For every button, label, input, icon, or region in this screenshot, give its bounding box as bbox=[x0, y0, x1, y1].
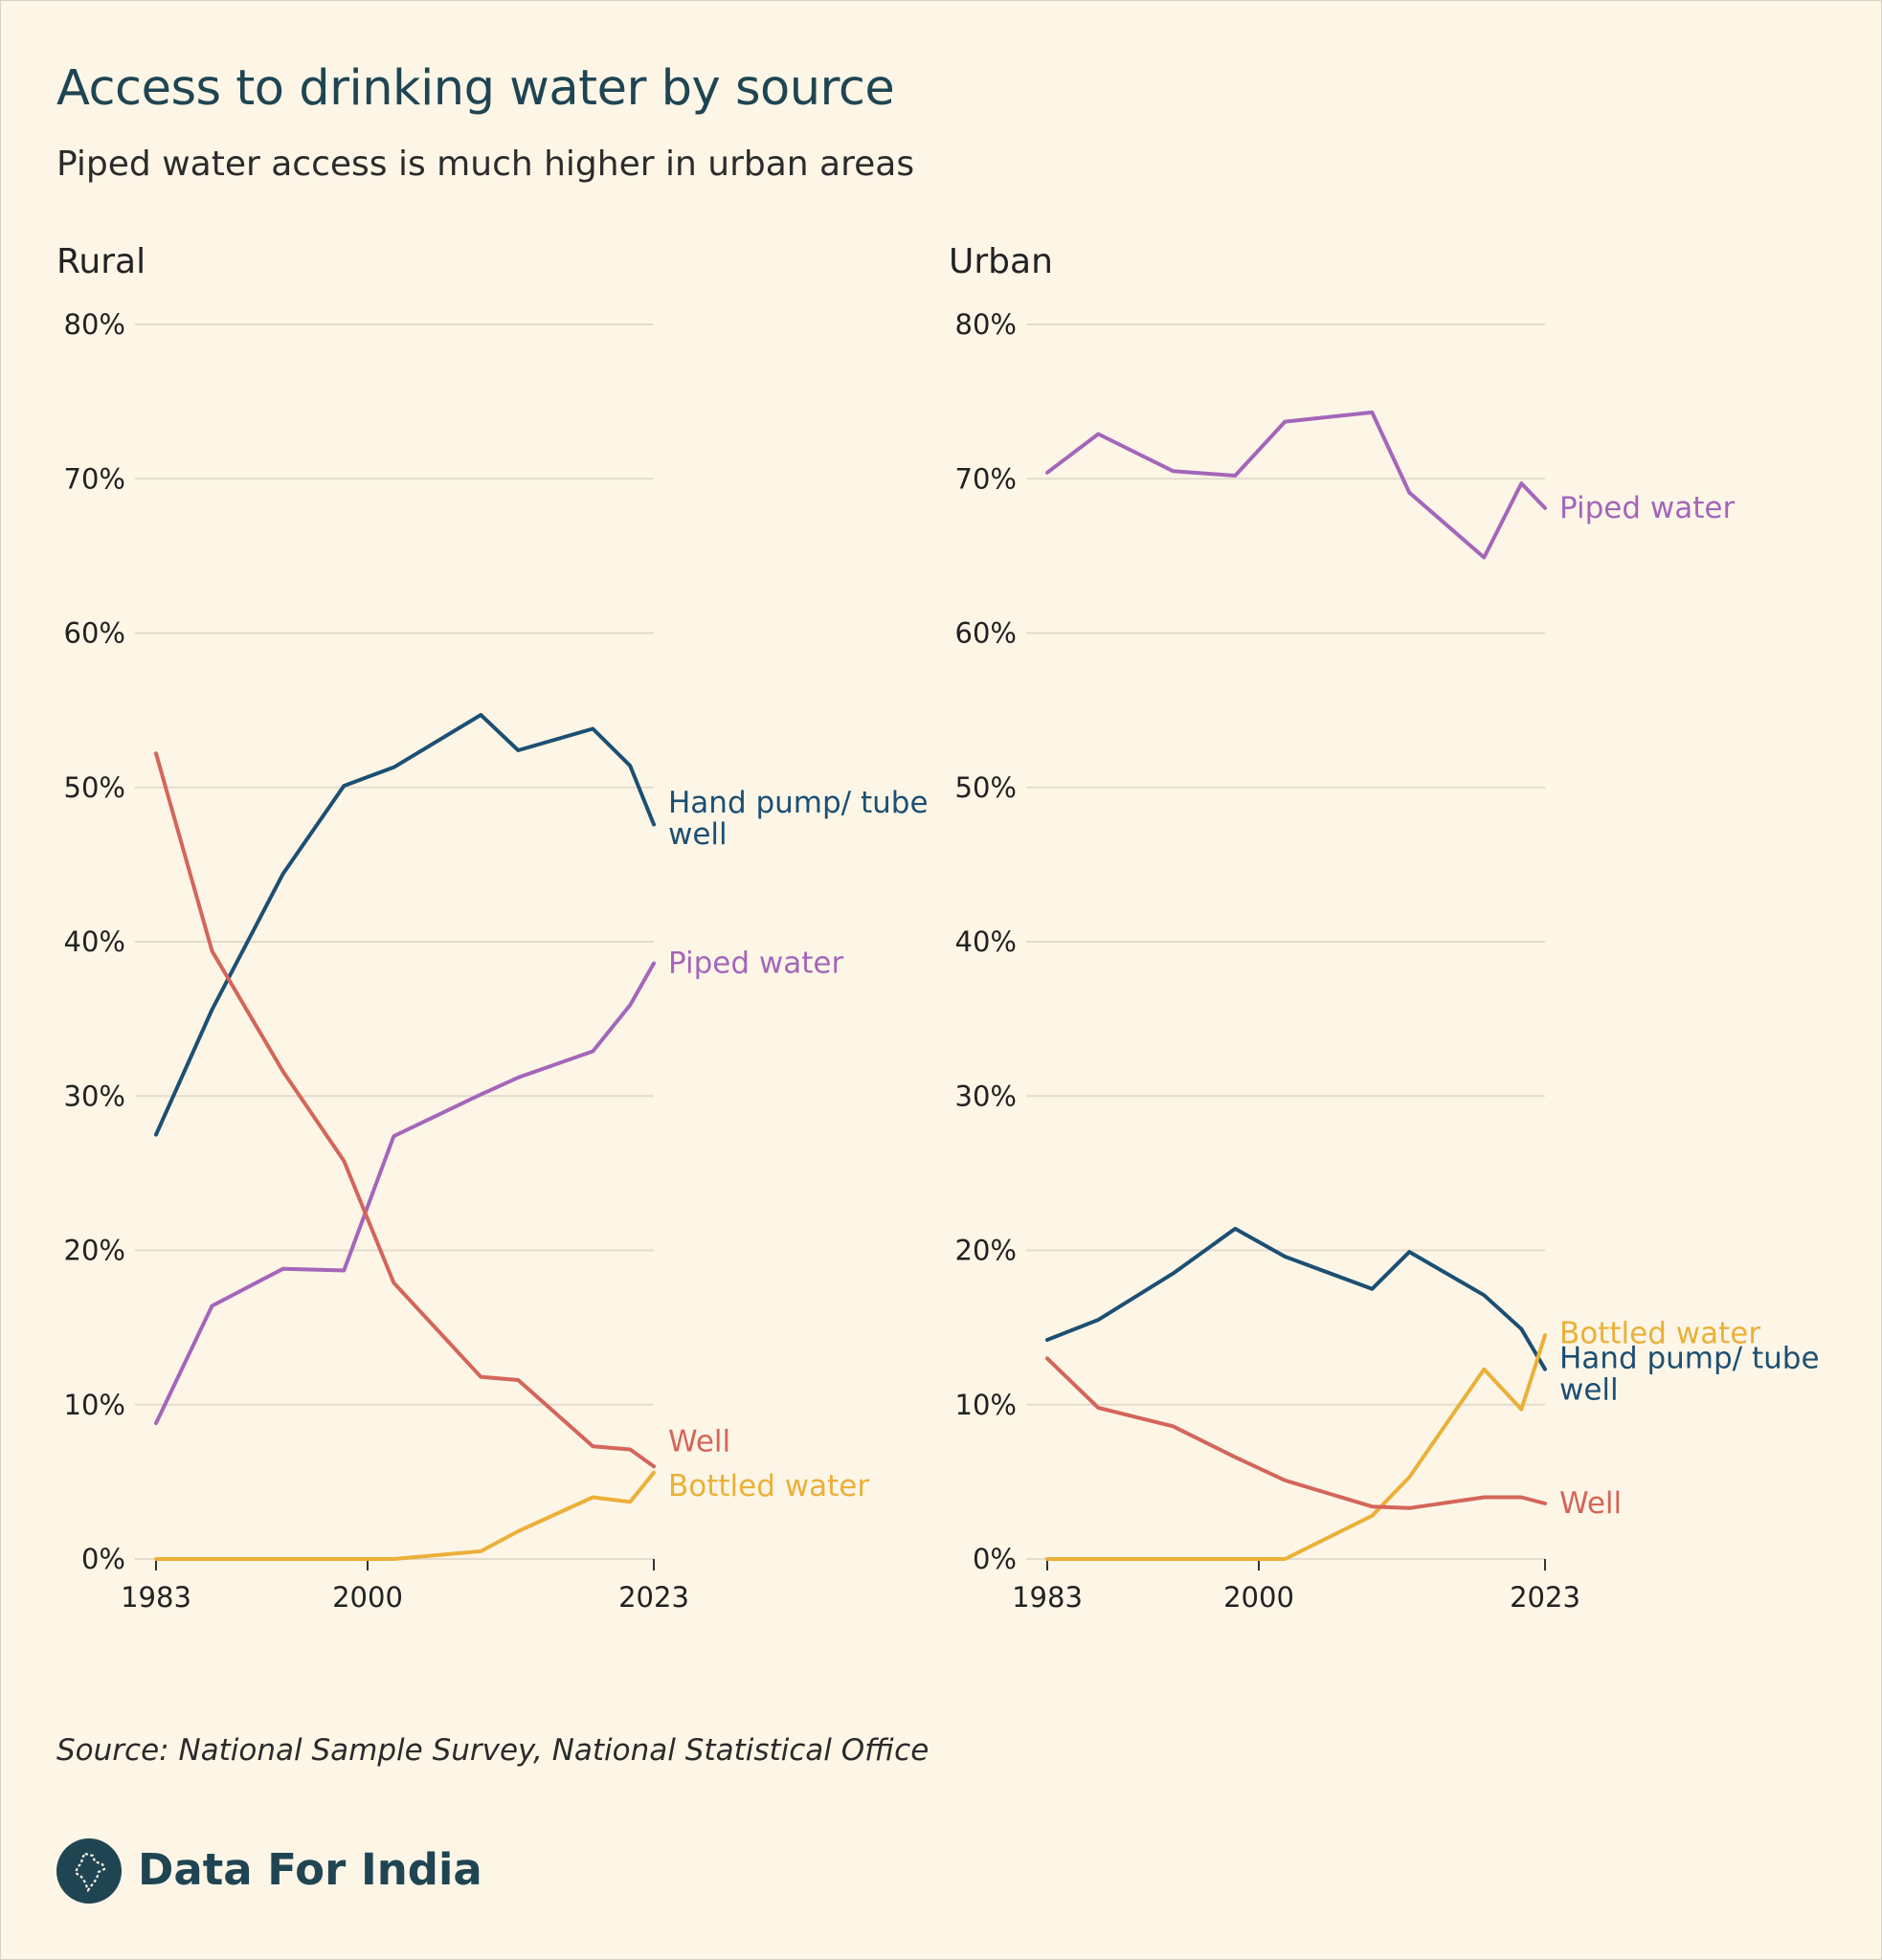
rural-y-tick-label: 30% bbox=[64, 1080, 125, 1112]
urban-y-tick-label: 30% bbox=[955, 1080, 1017, 1112]
urban-series-label-well: Well bbox=[1559, 1486, 1622, 1521]
panel-title-rural: Rural bbox=[56, 242, 146, 281]
urban-y-tick-label: 0% bbox=[973, 1543, 1017, 1575]
rural-x-tick-label: 2000 bbox=[332, 1581, 403, 1614]
urban-y-tick-label: 70% bbox=[955, 462, 1017, 495]
urban-x-tick-label: 2023 bbox=[1510, 1581, 1580, 1614]
rural-y-tick-label: 60% bbox=[64, 617, 125, 650]
urban-y-tick-label: 20% bbox=[955, 1235, 1017, 1267]
urban-y-tick-label: 50% bbox=[955, 771, 1017, 804]
rural-series-bottled-water bbox=[154, 1470, 656, 1561]
rural-y-tick-label: 50% bbox=[64, 771, 125, 804]
panel-title-urban: Urban bbox=[949, 242, 1053, 281]
urban-y-tick-label: 60% bbox=[955, 617, 1017, 650]
panel-urban: 0% 10% 20% 30% 40% 50% 60% 70% 80% 1983 2000 2023 Pi… bbox=[955, 308, 1820, 1614]
rural-y-tick-label: 20% bbox=[64, 1235, 125, 1267]
chart-subtitle: Piped water access is much higher in urb… bbox=[56, 145, 915, 184]
urban-series-label-hand-pump-tube-well: well bbox=[1559, 1373, 1619, 1408]
chart-title: Access to drinking water by source bbox=[56, 60, 895, 117]
rural-series-label-bottled-water: Bottled water bbox=[668, 1469, 869, 1503]
urban-y-tick-label: 10% bbox=[955, 1389, 1017, 1421]
rural-series-label-piped-water: Piped water bbox=[668, 947, 843, 981]
india-map-icon bbox=[74, 1852, 106, 1893]
urban-series-bottled-water bbox=[1045, 1333, 1547, 1561]
rural-series-hand-pump-tube-well bbox=[154, 713, 656, 1137]
charts-canvas: 0% 10% 20% 30% 40% 50% 60% 70% 80% 1983 2000 2023 Ha… bbox=[64, 308, 1820, 1614]
source-note: Source: National Sample Survey, National… bbox=[56, 1733, 930, 1768]
urban-series-well bbox=[1045, 1356, 1547, 1510]
rural-series-piped-water bbox=[154, 961, 656, 1426]
urban-y-tick-label: 80% bbox=[955, 308, 1017, 341]
urban-series-label-piped-water: Piped water bbox=[1559, 491, 1735, 525]
rural-y-tick-label: 80% bbox=[64, 308, 125, 341]
urban-x-tick-label: 2000 bbox=[1223, 1581, 1294, 1614]
urban-series-label-bottled-water: Bottled water bbox=[1559, 1317, 1760, 1351]
rural-y-tick-label: 0% bbox=[81, 1543, 125, 1575]
brand-name: Data For India bbox=[138, 1844, 482, 1895]
urban-series-label-hand-pump-tube-well: Hand pump/ tube bbox=[1559, 1342, 1820, 1376]
panel-rural: 0% 10% 20% 30% 40% 50% 60% 70% 80% 1983 2000 2023 Ha… bbox=[64, 308, 929, 1614]
rural-y-tick-label: 70% bbox=[64, 462, 125, 495]
data-for-india-logo bbox=[56, 1838, 122, 1904]
rural-y-tick-label: 40% bbox=[64, 925, 125, 958]
rural-series-label-hand-pump-tube-well: well bbox=[668, 817, 728, 852]
rural-series-label-well: Well bbox=[668, 1424, 730, 1459]
urban-y-tick-label: 40% bbox=[955, 925, 1017, 958]
urban-x-tick-label: 1983 bbox=[1012, 1581, 1083, 1614]
urban-series-piped-water bbox=[1045, 410, 1547, 560]
rural-series-well bbox=[154, 751, 656, 1469]
rural-series-label-hand-pump-tube-well: Hand pump/ tube bbox=[668, 786, 929, 820]
rural-x-tick-label: 1983 bbox=[121, 1581, 191, 1614]
rural-x-tick-label: 2023 bbox=[618, 1581, 689, 1614]
rural-y-tick-label: 10% bbox=[64, 1389, 125, 1421]
urban-series-hand-pump-tube-well bbox=[1045, 1226, 1547, 1371]
